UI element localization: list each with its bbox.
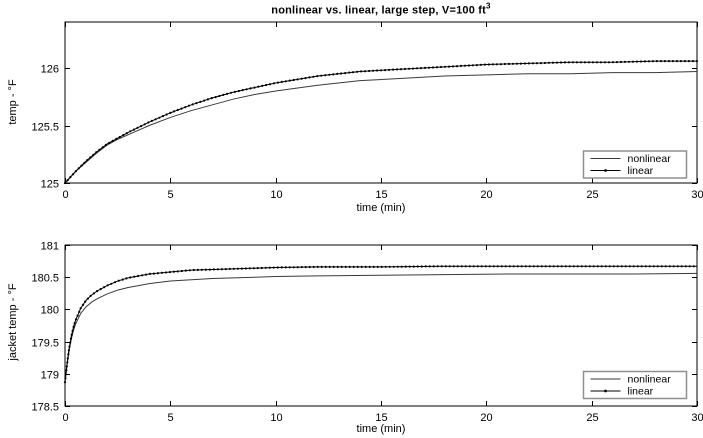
series-line-nonlinear xyxy=(64,272,698,383)
series-line-nonlinear xyxy=(64,70,698,184)
legend-label-nonlinear: nonlinear xyxy=(628,374,672,386)
legend-box xyxy=(582,370,688,400)
series-markers-linear xyxy=(63,60,699,185)
plot-title-text: nonlinear vs. linear, large step, V=100 … xyxy=(271,4,487,17)
y-tick-label: 179 xyxy=(41,370,59,382)
legend-label-nonlinear: nonlinear xyxy=(628,153,672,165)
x-axis-label-bottom: time (min) xyxy=(356,423,406,435)
legend-label-linear: linear xyxy=(628,386,654,398)
x-tick-label: 15 xyxy=(375,189,387,201)
x-tick-label: 0 xyxy=(62,412,68,424)
plot-title: nonlinear vs. linear, large step, V=100 … xyxy=(271,2,490,17)
x-tick-label: 5 xyxy=(167,412,173,424)
x-tick-label: 15 xyxy=(375,412,387,424)
legend-box xyxy=(582,150,688,179)
legend-marker-sample-linear xyxy=(604,389,607,393)
x-tick-label: 20 xyxy=(480,412,492,424)
y-tick-label: 181 xyxy=(41,241,59,253)
y-tick-label: 126 xyxy=(41,64,59,76)
y-tick-label: 180 xyxy=(41,305,59,317)
x-axis-label-top: time (min) xyxy=(356,202,406,214)
x-tick-label: 25 xyxy=(586,412,598,424)
x-tick-label: 20 xyxy=(480,189,492,201)
y-tick-label: 180.5 xyxy=(31,273,59,285)
y-tick-label: 178.5 xyxy=(31,402,59,414)
legend-marker-sample-linear xyxy=(604,169,607,172)
y-tick-label: 125.5 xyxy=(31,122,59,134)
x-tick-label: 30 xyxy=(691,189,703,201)
x-tick-label: 0 xyxy=(62,189,68,201)
x-tick-label: 10 xyxy=(270,412,282,424)
series-markers-linear xyxy=(63,265,695,384)
subplot-bottom: 0 5 10 15 20 25 30 178.5 179 179.5 180 180.5 181 nonl… xyxy=(31,241,703,425)
plot-title-exponent: 3 xyxy=(486,1,491,11)
x-tick-label: 30 xyxy=(691,412,703,424)
y-tick-label: 125 xyxy=(41,179,59,191)
legend-label-linear: linear xyxy=(628,165,654,177)
x-tick-label: 25 xyxy=(586,189,598,201)
y-tick-label: 179.5 xyxy=(31,338,59,350)
series-line-linear xyxy=(64,265,697,383)
x-tick-label: 10 xyxy=(270,189,282,201)
x-tick-label: 5 xyxy=(167,189,173,201)
